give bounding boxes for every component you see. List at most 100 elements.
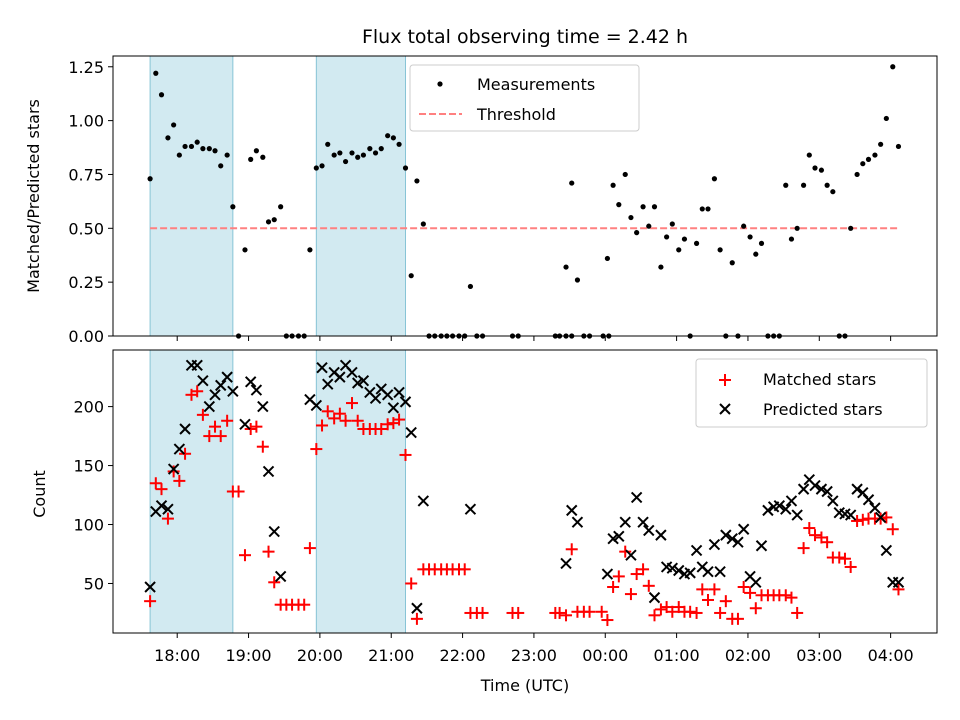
predicted-star-marker [666,562,679,574]
predicted-star-marker [785,495,798,507]
predicted-star-marker [411,602,423,614]
measurement-point [242,247,248,253]
predicted-star-marker [648,591,661,604]
x-tick-label: 19:00 [225,646,271,665]
matched-star-marker [880,511,893,524]
predicted-star-marker [239,418,251,430]
y-tick-label: 1.25 [68,58,104,77]
y-tick-label: 1.00 [68,112,104,131]
matched-star-marker [268,576,281,589]
matched-star-marker [595,605,608,618]
shaded-interval [315,349,407,634]
measurement-point [806,152,812,158]
measurement-point [331,152,337,158]
measurement-point [865,156,872,162]
predicted-star-marker [203,400,216,413]
matched-star-marker [214,430,227,443]
matched-star-marker [316,419,329,432]
measurement-point [758,240,765,246]
predicted-star-marker [155,499,168,512]
bottom-y-ticks: 50 100 150 200 [73,398,113,593]
measurement-point [390,135,396,141]
predicted-star-marker [702,565,714,578]
matched-star-marker [886,523,899,536]
matched-star-marker [144,595,157,608]
predicted-stars-layer [144,359,905,614]
predicted-star-marker [874,511,887,524]
measurement-point [176,152,182,158]
matched-star-marker [714,606,727,619]
measurement-point [385,133,391,139]
matched-star-marker [856,513,869,526]
predicted-star-marker [387,402,400,414]
predicted-star-marker [809,479,821,492]
matched-star-marker [637,563,650,576]
measurement-point [307,247,313,253]
predicted-star-marker [851,483,863,495]
measurement-point [230,204,236,210]
matched-star-marker [238,549,251,562]
matched-star-marker [381,418,394,431]
measurement-point [651,204,658,210]
x-tick-label: 21:00 [368,646,414,665]
predicted-star-marker [827,495,839,507]
bottom-x-axis-label: Time (UTC) [480,676,569,695]
matched-star-marker [244,423,257,436]
matched-star-marker [179,447,192,460]
measurement-point [200,146,206,152]
matched-star-marker [684,605,697,618]
y-tick-label: 100 [73,516,104,535]
y-tick-label: 150 [73,457,104,476]
measurement-point [895,143,902,150]
bottom-axes-frame [112,349,938,634]
predicted-star-marker [630,491,643,504]
matched-star-marker [232,485,245,498]
predicted-star-marker [690,544,703,557]
measurement-point [402,165,409,171]
predicted-star-marker [737,523,750,535]
measurement-point [800,182,807,188]
predicted-star-marker [322,378,334,390]
matched-star-marker [749,602,762,615]
matched-star-marker [149,477,162,490]
measurement-point [883,115,889,122]
measurement-point [188,143,195,150]
measurement-point [165,135,171,141]
measurement-point [676,247,682,253]
predicted-star-marker [357,374,370,387]
predicted-star-marker [601,568,614,580]
shaded-interval [315,55,407,337]
measurement-point [248,156,254,162]
matched-star-marker [161,512,174,525]
predicted-star-marker [750,576,762,589]
predicted-star-marker [417,495,430,507]
predicted-star-marker [880,544,893,557]
predicted-star-marker [869,502,881,514]
matched-star-marker [410,612,423,625]
top-chart-title: Flux total observing time = 2.42 h [362,26,688,48]
y-tick-label: 0.00 [68,327,104,346]
matched-star-marker [696,583,709,596]
matched-star-marker [375,423,388,436]
measurement-point [747,234,753,240]
measurement-point [616,202,622,208]
measurement-point [158,92,165,98]
measurement-point [355,154,361,160]
matched-star-marker [512,606,525,619]
measurement-point [574,277,581,283]
matched-star-marker [666,605,679,618]
measurement-point [420,221,426,227]
matched-star-marker [203,430,216,443]
matched-star-marker [785,591,798,604]
matched-star-marker [173,474,186,487]
predicted-star-marker [244,376,257,388]
matched-star-marker [821,536,834,549]
measurement-point [319,163,325,169]
measurement-point [349,150,355,156]
matched-star-marker [851,514,864,527]
legend-measurements-marker [437,81,443,87]
predicted-star-marker [762,504,774,517]
measurement-point [818,167,825,173]
measurement-point [878,141,884,147]
top-legend-box [409,64,640,132]
